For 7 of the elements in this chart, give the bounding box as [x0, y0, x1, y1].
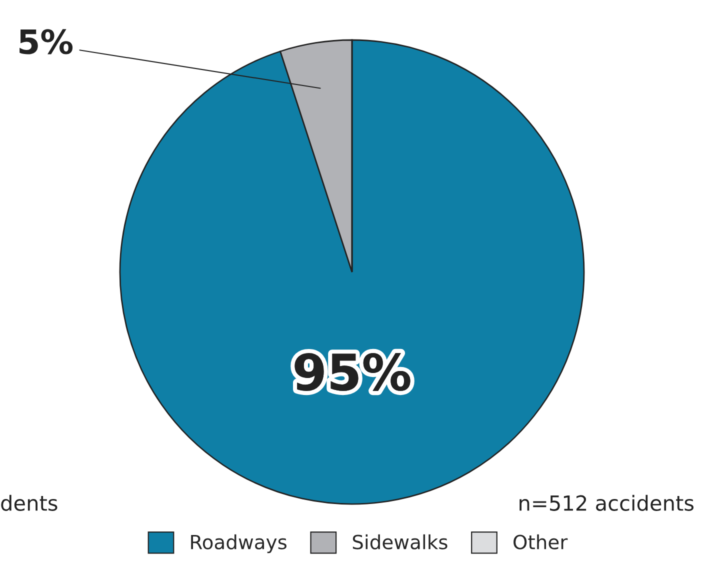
data-label: 95%	[294, 353, 410, 391]
legend-label: Roadways	[191, 534, 286, 554]
text: n=512 accidents	[520, 494, 694, 511]
legend-label: Sidewalks	[352, 534, 448, 550]
data-label: 5%	[20, 29, 73, 54]
legend-label: Other	[514, 534, 568, 550]
text: dents	[1, 494, 58, 511]
